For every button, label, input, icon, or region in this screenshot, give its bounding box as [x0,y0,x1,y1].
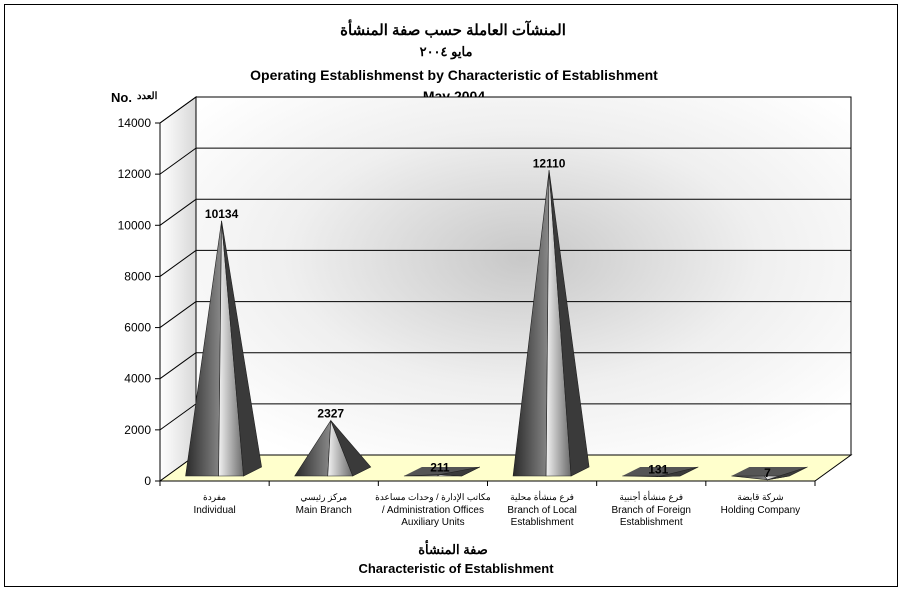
y-tick-label: 2000 [124,423,151,437]
pyramid-mark [731,466,808,481]
pyramid-mark [403,466,481,477]
y-tick-label: 4000 [124,372,151,386]
y-tick-label: 14000 [118,116,152,130]
data-label: 10134 [205,207,239,221]
gridline-side [159,96,197,124]
pyramid-face-right [330,420,372,477]
plot-walls [159,96,852,482]
y-axis-label: No. [111,90,132,105]
side-wall [159,96,197,482]
category-label: Establishment [511,517,574,528]
gridline-side [159,352,197,380]
pyramid-face-right [548,170,590,477]
gridline-side [159,403,197,431]
category-label: / Administration Offices [382,505,484,516]
data-marks [185,170,808,481]
gridlines [159,96,851,431]
y-tick-label: 0 [144,474,151,488]
data-label: 2327 [317,406,344,420]
pyramid-mark [622,466,699,477]
category-label-arabic: فرع منشأة محلية [510,490,574,503]
pyramid-face-right [767,466,808,481]
chart-title-arabic: المنشآت العاملة حسب صفة المنشأة [340,19,566,39]
x-axis-label: Characteristic of Establishment [358,561,554,576]
data-labels: 10134 2327 211 12110 131 7 [205,156,771,479]
gridline-side [159,250,197,277]
chart-subtitle-arabic: مايو ٢٠٠٤ [420,44,473,60]
category-label: Establishment [620,517,683,528]
category-label: Auxiliary Units [401,517,464,528]
pyramid-face-right [439,466,481,477]
gridline-side [159,147,197,175]
category-label-arabic: فرع منشأة أجنبية [619,490,683,503]
pyramid-face-right [658,466,699,477]
category-label: Branch of Foreign [612,505,692,516]
category-label-arabic: مكاتب الإدارة / وحدات مساعدة [375,492,491,503]
y-tick-label: 8000 [124,269,151,283]
y-axis-label-arabic: العدد [137,91,158,102]
y-tick-label: 12000 [118,167,152,181]
pyramid-mark [294,419,372,477]
y-axis: 0 2000 4000 6000 8000 10000 12000 14000 [118,116,161,488]
pyramid-mark [512,170,590,477]
pyramid-mark [185,220,262,477]
data-label: 211 [430,461,450,475]
category-label-arabic: شركة قابضة [737,492,783,503]
gridline-side [159,198,197,226]
y-tick-label: 6000 [124,321,151,335]
category-label: Main Branch [296,505,352,516]
category-labels: مفردة Individual مركز رئيسي Main Branch مكات… [193,490,800,528]
data-label: 12110 [533,156,566,170]
x-axis-label-arabic: صفة المنشأة [418,540,488,557]
data-label: 7 [764,466,771,480]
category-label-arabic: مركز رئيسي [300,492,347,503]
category-label: Branch of Local [507,505,577,516]
y-tick-label: 10000 [118,218,152,232]
pyramid-face-right [221,220,262,477]
category-label-arabic: مفردة [203,492,226,503]
category-label: Individual [193,505,235,516]
chart-title: Operating Establishmenst by Characterist… [250,67,658,83]
gridline-side [159,301,197,328]
category-label: Holding Company [721,505,801,516]
chart-frame: المنشآت العاملة حسب صفة المنشأة مايو ٢٠٠… [4,4,898,587]
data-label: 131 [648,463,668,477]
x-axis [159,480,816,486]
establishments-chart: المنشآت العاملة حسب صفة المنشأة مايو ٢٠٠… [111,19,853,576]
